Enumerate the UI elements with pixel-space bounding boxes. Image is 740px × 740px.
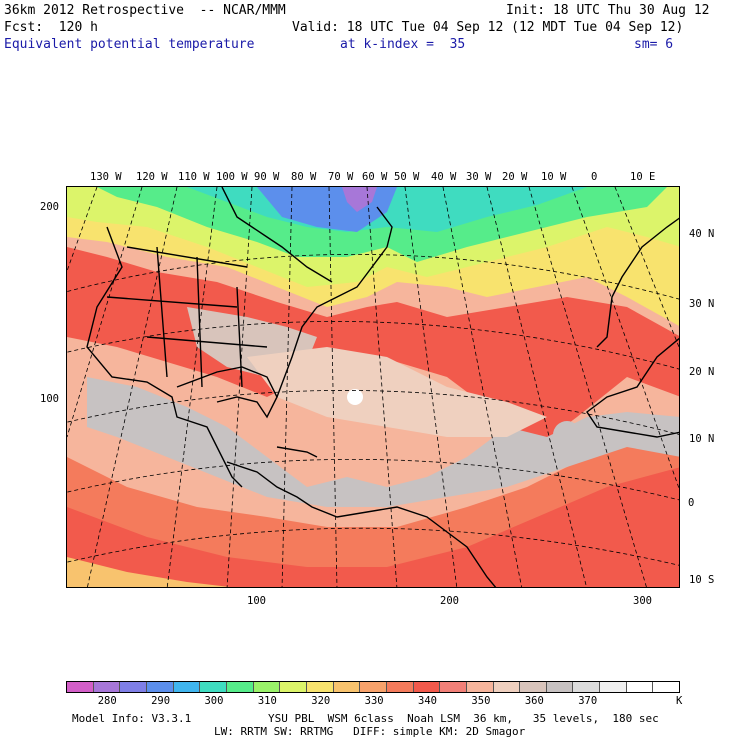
colorbar-tick-label: 320: [311, 695, 331, 707]
field-purple-core: [342, 187, 377, 212]
field-gray-spot: [553, 421, 581, 449]
colorbar-tick-label: 310: [257, 695, 277, 707]
bottom-grid-label-300: 300: [633, 595, 652, 607]
latitude-label: 10 S: [689, 574, 715, 586]
header-title: 36km 2012 Retrospective -- NCAR/MMM: [4, 3, 286, 18]
longitude-label: 40 W: [431, 171, 457, 183]
colorbar-swatch: [652, 682, 680, 692]
longitude-label: 70 W: [328, 171, 354, 183]
field-white-spot: [347, 389, 363, 405]
field-deep-red-south: [67, 467, 679, 587]
footer-model-info: Model Info: V3.3.1: [72, 712, 192, 725]
colorbar-swatch: [492, 682, 520, 692]
bottom-grid-label-100: 100: [247, 595, 266, 607]
colorbar-swatch: [119, 682, 146, 692]
colorbar-tick-label: 290: [151, 695, 171, 707]
left-grid-label-100: 100: [40, 393, 59, 405]
theta-e-map: [66, 186, 680, 588]
colorbar-swatch: [172, 682, 200, 692]
colorbar-swatch: [572, 682, 600, 692]
header-valid-time: Valid: 18 UTC Tue 04 Sep 12 (12 MDT Tue …: [292, 20, 684, 35]
latitude-label: 30 N: [689, 298, 715, 310]
colorbar-swatch: [252, 682, 280, 692]
colorbar-tick-label: 300: [204, 695, 224, 707]
colorbar-swatch: [92, 682, 120, 692]
colorbar-swatch: [625, 682, 653, 692]
longitude-label: 10 E: [630, 171, 656, 183]
colorbar-swatch: [599, 682, 626, 692]
longitude-label: 130 W: [90, 171, 122, 183]
footer-physics: YSU PBL WSM 6class Noah LSM 36 km, 35 le…: [268, 712, 659, 725]
field-light-band: [247, 347, 547, 437]
longitude-label: 80 W: [291, 171, 317, 183]
footer-radiation: LW: RRTM SW: RRTMG DIFF: simple KM: 2D S…: [214, 725, 526, 738]
colorbar-swatch: [199, 682, 226, 692]
colorbar-swatch: [305, 682, 333, 692]
longitude-label: 110 W: [178, 171, 210, 183]
latitude-label: 0: [688, 497, 695, 509]
longitude-label: 100 W: [216, 171, 248, 183]
field-yellow-south: [67, 557, 230, 587]
latlon-grid: [67, 187, 679, 587]
latitude-label: 40 N: [689, 228, 715, 240]
longitude-label: 60 W: [362, 171, 388, 183]
colorbar-unit: K: [676, 695, 683, 707]
longitude-label: 30 W: [466, 171, 492, 183]
colorbar-swatch: [225, 682, 253, 692]
bottom-grid-label-200: 200: [440, 595, 459, 607]
colorbar-tick-label: 330: [364, 695, 384, 707]
header-init-time: Init: 18 UTC Thu 30 Aug 12: [506, 3, 710, 18]
latitude-label: 10 N: [689, 433, 715, 445]
longitude-label: 0: [591, 171, 598, 183]
smoothing-label: sm= 6: [634, 37, 674, 52]
colorbar-swatch: [465, 682, 493, 692]
colorbar-swatch: [439, 682, 466, 692]
theta-e-field: [67, 187, 679, 587]
header-forecast-hour: Fcst: 120 h: [4, 20, 98, 35]
colorbar-tick-label: 280: [97, 695, 117, 707]
level-label: at k-index = 35: [340, 37, 466, 52]
longitude-label: 120 W: [136, 171, 168, 183]
colorbar-swatch: [67, 682, 93, 692]
latitude-label: 20 N: [689, 366, 715, 378]
colorbar-swatch: [359, 682, 386, 692]
longitude-label: 10 W: [541, 171, 567, 183]
colorbar: [66, 681, 680, 693]
colorbar-swatch: [279, 682, 306, 692]
colorbar-swatch: [519, 682, 546, 692]
colorbar-swatch: [332, 682, 360, 692]
colorbar-tick-label: 360: [524, 695, 544, 707]
field-name: Equivalent potential temperature: [4, 37, 255, 52]
left-grid-label-200: 200: [40, 201, 59, 213]
field-red-band-west: [67, 247, 679, 447]
coastlines: [86, 187, 679, 587]
longitude-label: 20 W: [502, 171, 528, 183]
field-gray-gulf: [87, 377, 679, 507]
longitude-label: 50 W: [394, 171, 420, 183]
colorbar-swatch: [145, 682, 173, 692]
colorbar-swatch: [412, 682, 440, 692]
longitude-label: 90 W: [254, 171, 280, 183]
colorbar-swatch: [385, 682, 413, 692]
colorbar-swatch: [545, 682, 573, 692]
colorbar-tick-label: 340: [418, 695, 437, 707]
colorbar-tick-label: 370: [578, 695, 598, 707]
colorbar-tick-label: 350: [471, 695, 491, 707]
